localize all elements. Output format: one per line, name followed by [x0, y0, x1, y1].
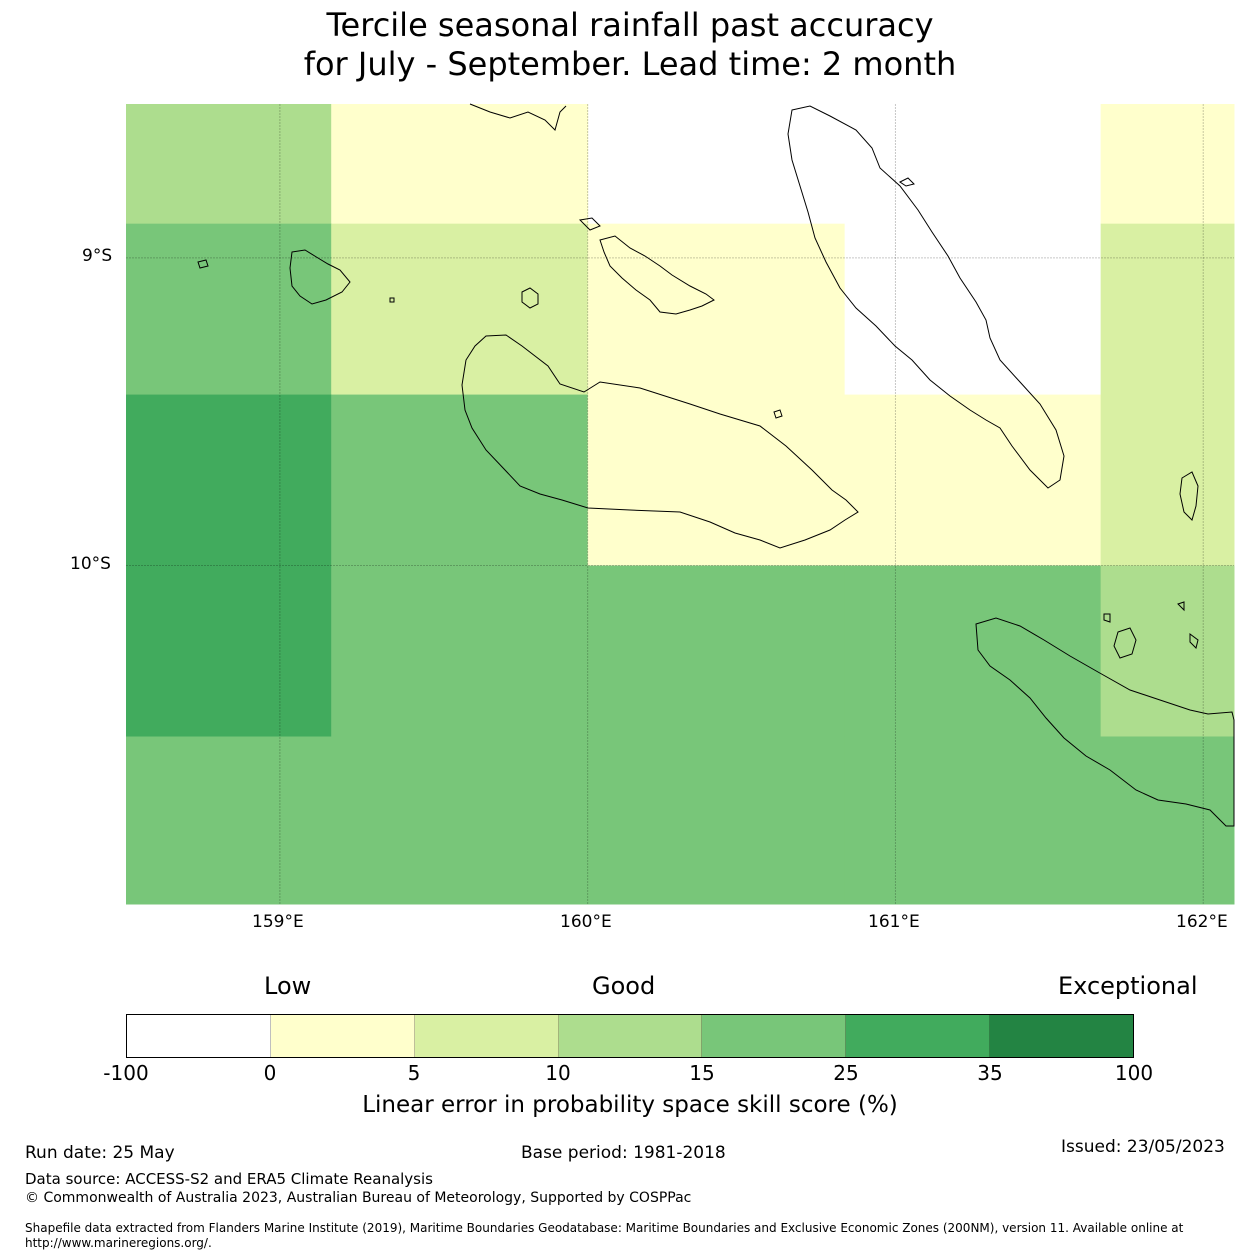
map-title-line-1: Tercile seasonal rainfall past accuracy — [326, 6, 934, 44]
coastline-guadalcanal — [461, 334, 859, 549]
coastline-small-malaita — [899, 177, 915, 187]
skill-cell — [126, 736, 332, 905]
graticule — [126, 104, 1234, 904]
coastline-small-isle-5 — [1177, 601, 1185, 612]
skill-cell — [126, 394, 332, 567]
skill-cell — [844, 394, 1102, 567]
lat-tick-label-9s: 9°S — [82, 246, 113, 266]
lon-tick-label-160e: 160°E — [560, 912, 612, 932]
coastline-ugi — [1113, 627, 1137, 659]
lon-tick-label-159e: 159°E — [252, 912, 304, 932]
data-source: Data source: ACCESS-S2 and ERA5 Climate … — [25, 1170, 433, 1188]
skill-cell — [331, 104, 589, 225]
colorbar-tick-label: 25 — [833, 1061, 859, 1085]
coastline-nggela-north — [469, 103, 567, 131]
issued-date: Issued: 23/05/2023 — [1061, 1137, 1225, 1157]
base-period: Base period: 1981-2018 — [521, 1143, 726, 1163]
skill-cell — [331, 565, 589, 737]
colorbar-segment-6 — [846, 1015, 991, 1057]
skill-cell — [126, 223, 332, 396]
copyright: © Commonwealth of Australia 2023, Austra… — [25, 1190, 692, 1206]
coastline-small-isle-1 — [197, 259, 209, 269]
skill-cell — [844, 736, 1102, 905]
run-date: Run date: 25 May — [25, 1143, 175, 1163]
coastline-small-isle-4 — [1103, 613, 1111, 623]
map-title: Tercile seasonal rainfall past accuracy … — [0, 6, 1260, 84]
colorbar-tick-label: 5 — [407, 1061, 421, 1085]
skill-map — [126, 103, 1235, 905]
coastline-florida-islands — [599, 235, 715, 315]
coastline-russell-islands — [289, 249, 351, 305]
colorbar — [126, 1014, 1134, 1058]
skill-cell — [331, 736, 589, 905]
skill-cell — [1100, 736, 1235, 905]
colorbar-tick-label: 0 — [263, 1061, 277, 1085]
skill-cell — [1100, 394, 1235, 567]
colorbar-segment-5 — [702, 1015, 847, 1057]
skill-cell — [126, 104, 332, 225]
coastline-makira — [975, 617, 1235, 827]
colorbar-segment-1 — [127, 1015, 271, 1057]
skill-cell — [331, 223, 589, 396]
colorbar-tick-label: 35 — [977, 1061, 1003, 1085]
colorbar-segment-4 — [558, 1015, 703, 1057]
shapefile-credit-line-2: http://www.marineregions.org/. — [25, 1236, 212, 1250]
lat-tick-label-10s: 10°S — [70, 554, 111, 574]
colorbar-segment-3 — [414, 1015, 559, 1057]
skill-cell — [587, 565, 845, 737]
colorbar-segment-2 — [270, 1015, 415, 1057]
colorbar-tick-label: 100 — [1114, 1061, 1154, 1085]
colorbar-tick-label: 10 — [545, 1061, 571, 1085]
skill-cell — [587, 736, 845, 905]
skill-cell — [844, 565, 1102, 737]
skill-cell — [331, 394, 589, 567]
skill-cell — [587, 394, 845, 567]
map-title-line-2: for July - September. Lead time: 2 month — [303, 45, 957, 83]
coastline-small-isle-7 — [773, 409, 783, 419]
legend-category-low: Low — [264, 972, 312, 1000]
coastline-small-isle-3 — [578, 217, 601, 231]
colorbar-tick-label: 15 — [689, 1061, 715, 1085]
colorbar-segment-7 — [990, 1015, 1134, 1057]
coastlines — [197, 103, 1235, 827]
colorbar-tick-label: -100 — [103, 1061, 149, 1085]
skill-cell — [1100, 104, 1235, 225]
coastline-ulawa — [1179, 471, 1199, 521]
coastline-small-isle-2 — [389, 297, 395, 303]
skill-cell — [126, 565, 332, 737]
skill-cell — [1100, 565, 1235, 737]
shapefile-credit-line-1: Shapefile data extracted from Flanders M… — [25, 1221, 1184, 1235]
legend-category-good: Good — [592, 972, 656, 1000]
lon-tick-label-161e: 161°E — [868, 912, 920, 932]
skill-cell — [587, 223, 845, 396]
lon-tick-label-162e: 162°E — [1176, 912, 1228, 932]
skill-cells — [126, 104, 1235, 905]
coastline-malaita — [787, 105, 1065, 489]
coastline-small-isle-6 — [1189, 633, 1199, 649]
coastline-savo — [521, 287, 539, 309]
colorbar-title: Linear error in probability space skill … — [362, 1092, 898, 1118]
legend-category-exceptional: Exceptional — [1058, 972, 1198, 1000]
skill-cell — [1100, 223, 1235, 396]
